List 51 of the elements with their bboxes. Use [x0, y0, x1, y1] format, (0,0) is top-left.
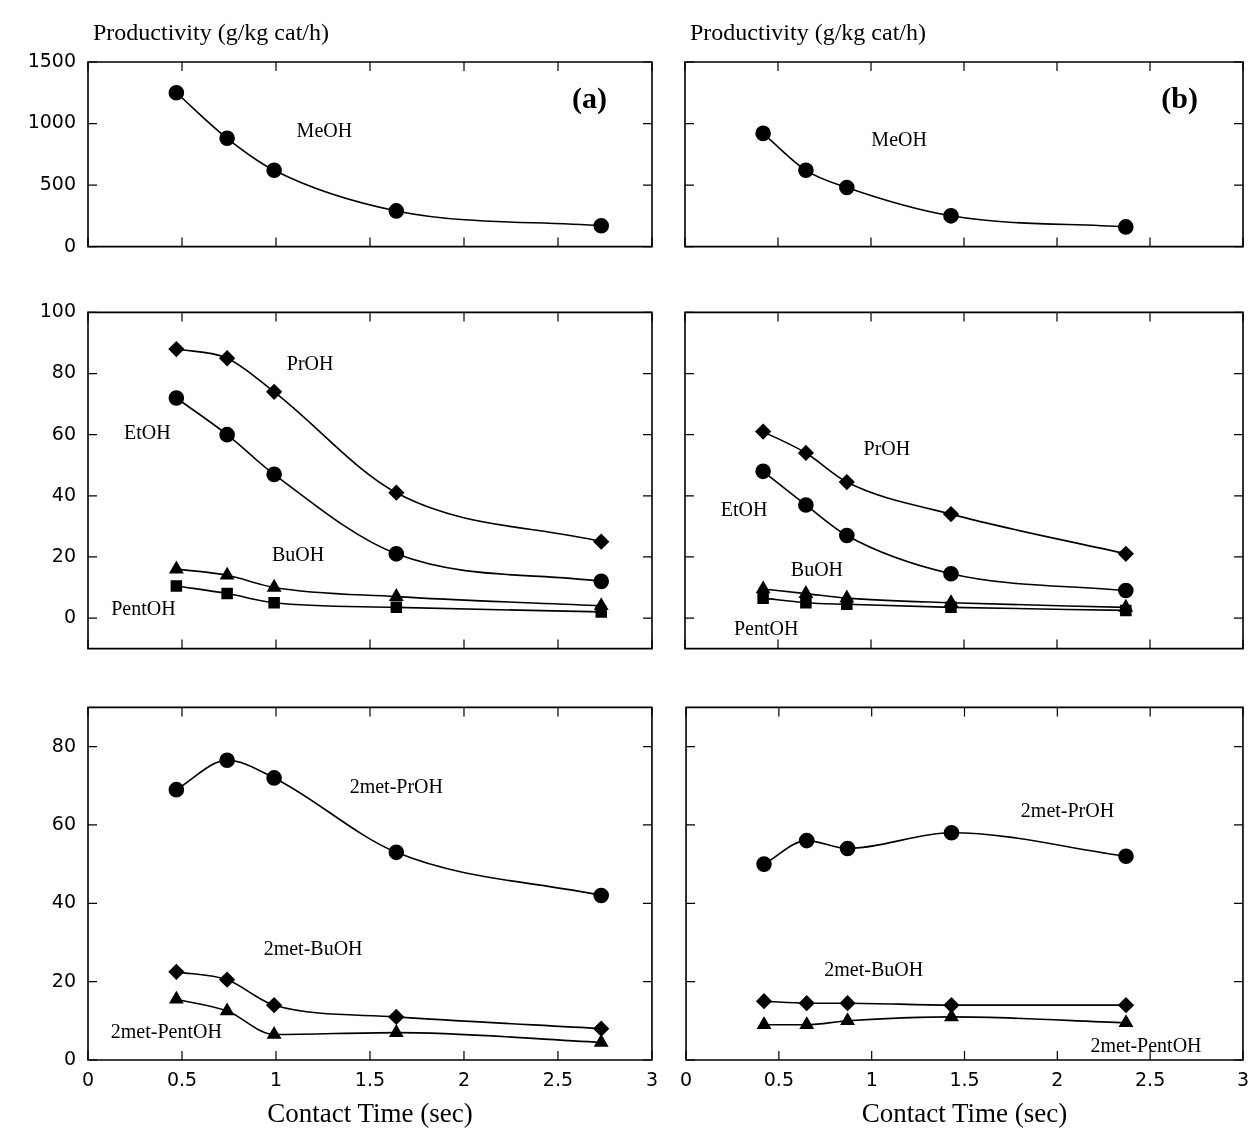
series-label: MeOH — [871, 127, 927, 150]
x-tick-label: 0 — [680, 1068, 693, 1091]
x-tick-label: 0.5 — [763, 1068, 794, 1091]
y-tick-label: 40 — [51, 890, 76, 913]
series-label: BuOH — [790, 557, 844, 580]
y-axis-title: Productivity (g/kg cat/h) — [690, 19, 926, 45]
y-tick-label: 500 — [39, 172, 76, 194]
series-label: 2met-PrOH — [1020, 799, 1115, 822]
y-tick-label: 0 — [63, 233, 76, 256]
x-tick-label: 0 — [81, 1068, 95, 1091]
x-tick-label: 1 — [865, 1068, 878, 1091]
x-tick-label: 3 — [1236, 1068, 1249, 1091]
y-axis-title: Productivity (g/kg cat/h) — [93, 19, 329, 45]
x-tick-label: 2 — [1051, 1068, 1064, 1091]
x-tick-label: 0.5 — [166, 1068, 198, 1091]
y-tick-label: 1000 — [27, 110, 76, 133]
series-label: PrOH — [286, 352, 334, 375]
series-label: MeOH — [296, 119, 353, 142]
y-tick-label: 100 — [39, 299, 76, 322]
series-label: PentOH — [733, 617, 799, 640]
series-label: 2met-BuOH — [263, 936, 363, 959]
x-axis-title: Contact Time (sec) — [861, 1098, 1068, 1128]
y-tick-label: 80 — [51, 360, 76, 383]
series-label: PentOH — [111, 597, 176, 620]
x-tick-label: 1 — [269, 1068, 283, 1091]
series-label: 2met-PentOH — [110, 1019, 222, 1042]
y-tick-label: 0 — [63, 604, 76, 627]
series-label: 2met-BuOH — [824, 958, 924, 981]
x-axis-title: Contact Time (sec) — [267, 1098, 473, 1128]
y-tick-label: 20 — [51, 543, 76, 566]
annotation: (a) — [572, 80, 607, 115]
x-tick-label: 1.5 — [949, 1068, 980, 1091]
annotation: (b) — [1161, 80, 1198, 115]
y-tick-label: 20 — [51, 968, 76, 991]
series-label: EtOH — [124, 421, 171, 444]
series-label: BuOH — [272, 542, 325, 565]
series-label: 2met-PentOH — [1090, 1034, 1202, 1057]
x-tick-label: 2.5 — [1135, 1068, 1166, 1091]
x-tick-label: 3 — [645, 1068, 658, 1091]
y-tick-label: 0 — [63, 1046, 76, 1069]
y-tick-label: 40 — [51, 482, 76, 505]
y-tick-label: 1500 — [27, 48, 76, 71]
y-tick-label: 60 — [51, 421, 76, 444]
series-label: EtOH — [720, 497, 768, 520]
series-label: PrOH — [863, 437, 911, 460]
y-tick-label: 60 — [51, 811, 76, 834]
x-tick-label: 2.5 — [542, 1068, 574, 1091]
series-label: 2met-PrOH — [349, 774, 443, 797]
x-tick-label: 1.5 — [354, 1068, 386, 1091]
x-tick-label: 2 — [457, 1068, 471, 1091]
y-tick-label: 80 — [51, 733, 76, 756]
